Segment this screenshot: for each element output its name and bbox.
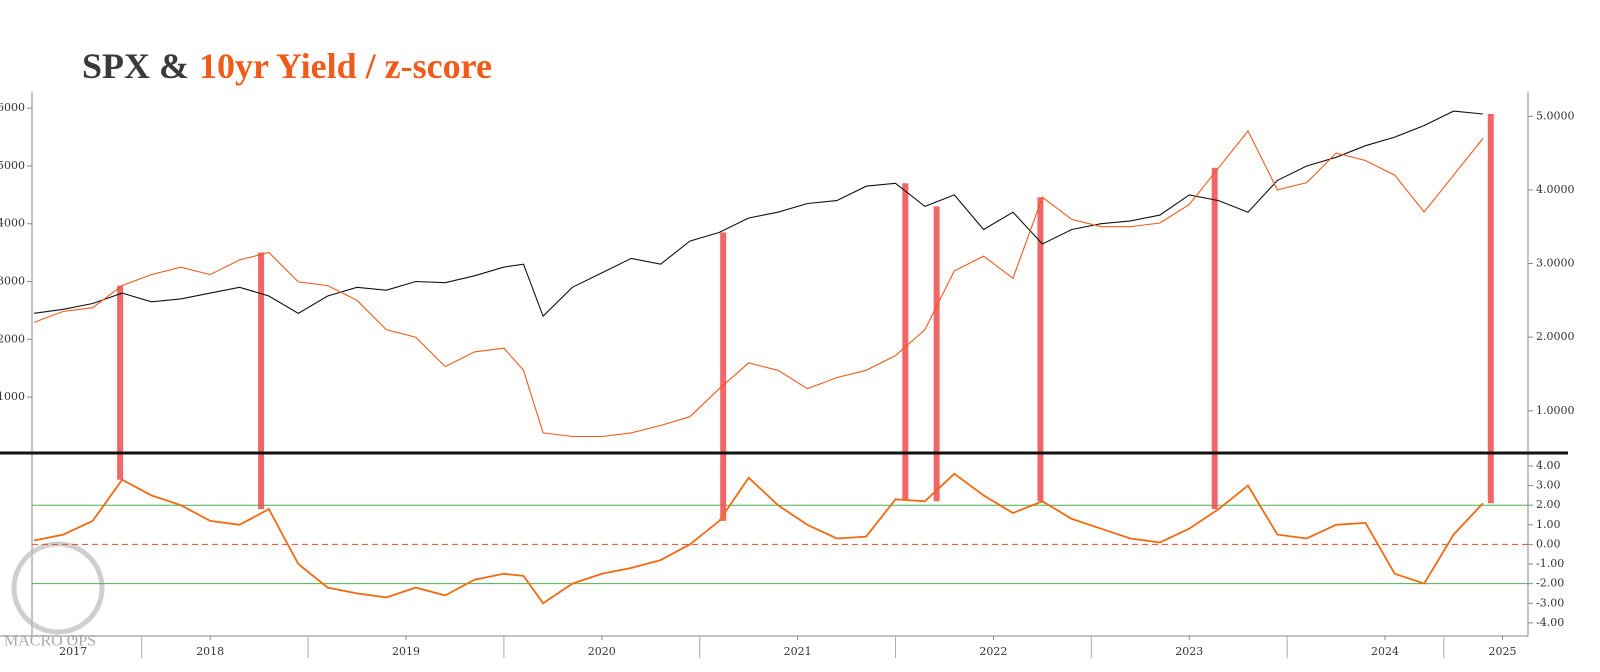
x-tick-label: 2023 <box>1175 645 1203 658</box>
x-tick-label: 2019 <box>392 645 420 658</box>
signal-bar <box>1487 113 1494 504</box>
signal-bar <box>258 252 265 510</box>
series-line <box>33 110 1484 318</box>
y2-tick-label: 5.0000 <box>1536 109 1575 122</box>
title-yield: 10yr Yield / z-score <box>199 46 492 86</box>
x-tick-label: 2020 <box>588 645 616 658</box>
y2-tick-label: 4.0000 <box>1536 183 1575 196</box>
y2-tick-label: 1.0000 <box>1536 404 1575 417</box>
y-tick-label: 5000 <box>0 159 25 172</box>
signal-bar <box>720 232 727 521</box>
series-line <box>33 472 1484 605</box>
y-tick-label: -4.00 <box>1536 616 1564 629</box>
x-tick-label: 2025 <box>1489 645 1517 658</box>
y-tick-label: -1.00 <box>1536 557 1564 570</box>
x-tick-label: 2017 <box>59 645 87 658</box>
signal-bar <box>1211 167 1218 510</box>
title-spx: SPX & <box>82 46 189 86</box>
y-tick-label: 0.00 <box>1536 537 1561 550</box>
y-tick-label: 4000 <box>0 217 25 230</box>
x-tick-label: 2018 <box>196 645 224 658</box>
y-tick-label: 1.00 <box>1536 518 1561 531</box>
y-tick-label: 1000 <box>0 390 25 403</box>
series-line <box>33 129 1484 438</box>
y-tick-label: -2.00 <box>1536 577 1564 590</box>
y-tick-label: 3000 <box>0 275 25 288</box>
x-tick-label: 2022 <box>979 645 1007 658</box>
x-tick-label: 2021 <box>784 645 812 658</box>
y-tick-label: 2000 <box>0 332 25 345</box>
chart-title: SPX & 10yr Yield / z-score <box>82 46 492 86</box>
signal-bar <box>933 206 940 502</box>
y-tick-label: 4.00 <box>1536 459 1561 472</box>
x-tick-label: 2024 <box>1371 645 1399 658</box>
signal-bar <box>1037 197 1044 502</box>
y2-tick-label: 2.0000 <box>1536 330 1575 343</box>
y-tick-label: 6000 <box>0 101 25 114</box>
signal-bar <box>117 285 124 480</box>
signal-bar <box>902 183 909 500</box>
y-tick-label: 3.00 <box>1536 479 1561 492</box>
y-tick-label: -3.00 <box>1536 596 1564 609</box>
y-tick-label: 2.00 <box>1536 498 1561 511</box>
y2-tick-label: 3.0000 <box>1536 257 1575 270</box>
logo-ring <box>11 541 105 635</box>
